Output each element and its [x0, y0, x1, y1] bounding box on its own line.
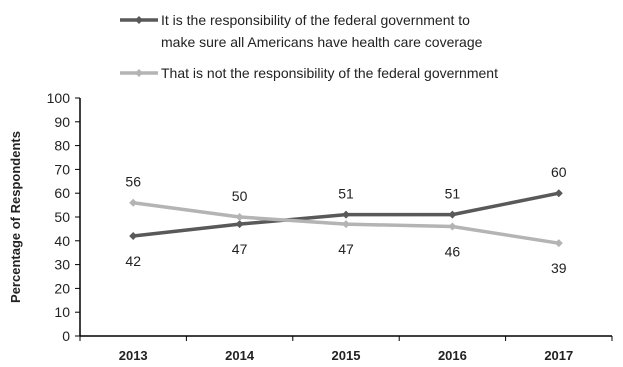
y-tick-label: 60 — [54, 185, 70, 201]
y-tick-label: 70 — [54, 161, 70, 177]
data-point — [448, 210, 457, 219]
x-tick-label: 2016 — [438, 348, 467, 363]
data-point — [342, 220, 350, 229]
y-tick-label: 0 — [62, 328, 70, 344]
y-tick-label: 30 — [54, 257, 70, 273]
data-point — [448, 222, 457, 231]
data-point — [129, 198, 138, 207]
data-label: 39 — [551, 260, 567, 276]
data-point — [235, 220, 244, 229]
legend-marker — [135, 16, 143, 24]
data-label: 47 — [232, 241, 248, 257]
y-tick-label: 100 — [47, 90, 71, 106]
data-point — [342, 210, 350, 219]
data-point — [554, 239, 563, 248]
y-tick-label: 20 — [54, 280, 70, 296]
data-label: 56 — [125, 174, 141, 190]
data-label: 42 — [125, 253, 141, 269]
y-tick-label: 50 — [54, 209, 70, 225]
y-axis-label: Percentage of Respondents — [8, 131, 23, 303]
legend-marker — [135, 69, 143, 77]
y-tick-label: 10 — [54, 304, 70, 320]
x-tick-label: 2015 — [332, 348, 361, 363]
x-tick-label: 2017 — [544, 348, 573, 363]
x-tick-label: 2013 — [119, 348, 148, 363]
y-tick-label: 40 — [54, 233, 70, 249]
legend: It is the responsibility of the federal … — [120, 12, 498, 81]
legend-label: That is not the responsibility of the fe… — [161, 65, 498, 81]
legend-label: It is the responsibility of the federal … — [161, 12, 470, 28]
data-label: 60 — [551, 164, 567, 180]
y-tick-label: 90 — [54, 114, 70, 130]
data-point — [554, 189, 563, 198]
data-label: 51 — [338, 186, 354, 202]
series-group — [129, 189, 563, 248]
data-label: 46 — [445, 244, 461, 260]
data-label: 51 — [445, 186, 461, 202]
data-label: 47 — [338, 241, 354, 257]
legend-label: make sure all Americans have health care… — [161, 34, 483, 50]
x-tick-label: 2014 — [225, 348, 255, 363]
data-label: 50 — [232, 188, 248, 204]
data-point — [129, 232, 138, 241]
axes: 0 10 20 30 40 50 60 70 80 90 100 2013 2014 2015 2016 20… — [47, 90, 613, 363]
data-labels: 42 47 51 51 60 56 50 47 46 39 — [125, 164, 566, 276]
data-point — [235, 213, 244, 221]
y-tick-label: 80 — [54, 138, 70, 154]
